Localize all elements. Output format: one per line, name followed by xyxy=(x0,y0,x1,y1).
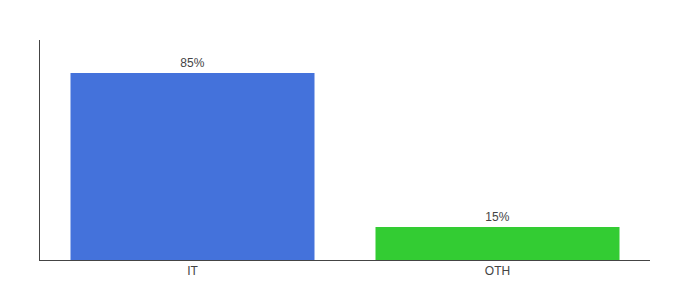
svg-text:85%: 85% xyxy=(180,56,204,70)
svg-text:IT: IT xyxy=(187,264,198,278)
svg-text:15%: 15% xyxy=(485,210,509,224)
svg-text:OTH: OTH xyxy=(485,264,510,278)
